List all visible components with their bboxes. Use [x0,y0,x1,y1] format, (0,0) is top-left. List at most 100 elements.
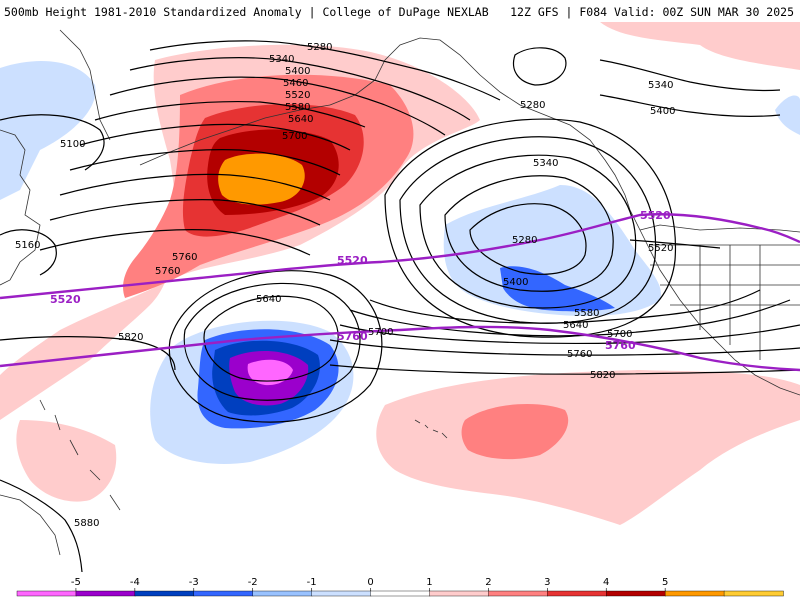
contour-5160 [0,229,57,276]
label-5280-closed-north: 5280 [520,100,545,111]
label-5640-east: 5640 [563,320,588,331]
contour-5760-cutoff [168,270,383,423]
hawaiian-islands [414,419,448,439]
colorbar-swatch [311,590,372,597]
colorbar-swatch [134,590,195,597]
colorbar-label: -5 [71,577,81,588]
label-5460-north: 5460 [283,78,308,89]
contour-5100 [0,114,105,171]
colorbar-label: 4 [603,577,609,588]
label-5640-north: 5640 [288,114,313,125]
positive-anomaly-south-2sd [461,404,569,460]
contour-5400-northeast [599,94,781,118]
title-bar: 500mb Height 1981-2010 Standardized Anom… [0,0,800,22]
contour-5280-closed-north [513,47,567,86]
label-5640-cutoff: 5640 [256,294,281,305]
label-purple-5760-east: 5760 [605,339,636,352]
contour-5640-north [59,173,331,201]
colorbar-label: 5 [662,577,668,588]
north-america-interior [639,224,800,233]
reference-contour-5760 [0,325,800,372]
alaska-coastline [329,37,800,396]
us-states-grid [650,244,800,360]
label-5400-northeast: 5400 [650,106,675,117]
contour-5340-low [444,175,614,292]
positive-anomaly-northeast [600,22,800,70]
label-5700-north: 5700 [282,131,307,142]
colorbar-swatch [193,590,254,597]
contour-5520-northeast [629,239,721,249]
label-5340-northeast: 5340 [648,80,673,91]
colorbar-swatches [16,590,784,597]
colorbar-swatch [723,590,784,597]
label-5820-west: 5820 [118,332,143,343]
colorbar-label: 0 [367,577,373,588]
contour-5700-east [339,324,800,345]
contour-5760-north [39,229,311,256]
label-5520-northeast: 5520 [648,243,673,254]
negative-anomaly-northeast [775,95,800,135]
contour-5880 [0,479,83,572]
label-5700-cutoff: 5700 [368,327,393,338]
label-5400-north: 5400 [285,66,310,77]
contour-5400-low [419,154,637,309]
contour-5520-north [79,123,351,151]
positive-anomaly-south-1sd [376,370,800,525]
colorbar-swatch [429,590,490,597]
label-5340-low: 5340 [533,158,558,169]
negative-anomaly-northwest [0,61,96,200]
label-5400-low: 5400 [503,277,528,288]
colorbar-label: -2 [248,577,258,588]
model-valid-time: 12Z GFS | F084 Valid: 00Z SUN MAR 30 202… [510,5,794,19]
anomaly-shading [0,22,800,525]
contour-5760-east [329,339,800,356]
colorbar-labels: -5 -4 -3 -2 -1 0 1 2 3 4 5 [71,577,668,588]
label-5700-east: 5700 [607,329,632,340]
label-5280-north: 5280 [307,42,332,53]
colorbar-swatch [488,590,549,597]
label-5580-north: 5580 [285,102,310,113]
colorbar-swatch [370,590,431,597]
colorbar-swatch [252,590,313,597]
map-title: 500mb Height 1981-2010 Standardized Anom… [4,5,489,19]
contour-5580-east [369,289,761,324]
contour-labels: 5280 5340 5400 5460 5520 5580 5640 5700 … [15,42,675,529]
positive-anomaly-southwest [16,420,117,502]
reference-contours [0,213,800,372]
contour-5460-low [399,136,657,324]
colorbar-label: -4 [130,577,140,588]
western-pacific-islands [0,399,121,556]
contour-5820-east [329,364,800,375]
colorbar-ticks [75,588,666,591]
label-5340-north: 5340 [269,54,294,65]
anomaly-colorbar: -5 -4 -3 -2 -1 0 1 2 3 4 5 [16,577,784,597]
colorbar-swatch [664,590,725,597]
kamchatka-coastline [59,29,111,141]
label-purple-5520-central: 5520 [337,254,368,267]
contour-5820-west [0,336,176,371]
label-5280-low: 5280 [512,235,537,246]
colorbar-label: -3 [189,577,199,588]
label-purple-5520-east: 5520 [640,209,671,222]
asia-coastline [0,129,41,286]
reference-contour-5520 [0,213,800,300]
height-contours [0,40,800,572]
negative-anomaly-offshore-1sd [443,185,661,317]
label-5880: 5880 [74,518,99,529]
contour-5700-north [49,199,321,226]
contour-5700-cutoff [183,282,361,401]
colorbar-swatch [547,590,607,597]
contour-5340-north [129,57,471,121]
label-purple-5520-west: 5520 [50,293,81,306]
label-5100: 5100 [60,139,85,150]
contour-5640-cutoff [203,295,339,382]
contour-5520-low [384,118,677,338]
contour-5280-low [469,203,587,275]
coastlines [0,29,800,556]
colorbar-swatch [16,590,77,597]
colorbar-swatch [75,590,136,597]
colorbar-label: 1 [426,577,432,588]
negative-anomaly-central-5sd [247,359,293,386]
contour-5460-north [94,100,366,128]
colorbar-label: 3 [544,577,550,588]
